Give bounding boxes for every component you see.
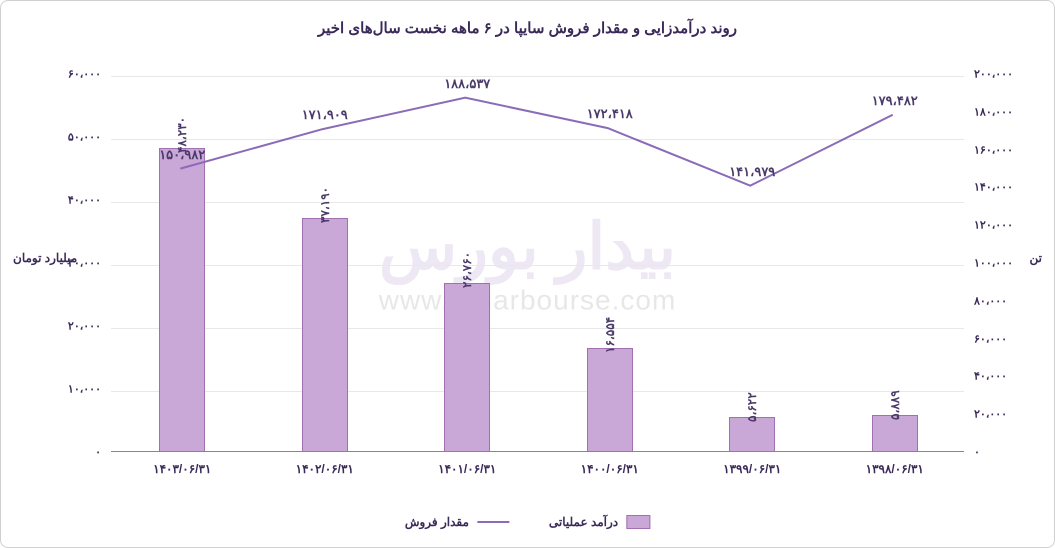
ytick-right: ۱۰۰،۰۰۰ (974, 257, 1013, 270)
ytick-right: ۲۰،۰۰۰ (974, 408, 1007, 421)
ytick-right: ۱۴۰،۰۰۰ (974, 181, 1013, 194)
right-axis-label: تن (1030, 251, 1042, 265)
line-value-label: ۱۷۹،۴۸۲ (872, 93, 918, 109)
plot: ۰۱۰،۰۰۰۲۰،۰۰۰۳۰،۰۰۰۴۰،۰۰۰۵۰،۰۰۰۶۰،۰۰۰۰۲۰… (111, 76, 964, 452)
legend-label-bar: درآمد عملیاتی (549, 515, 618, 529)
line-value-label: ۱۸۸،۵۳۷ (444, 76, 490, 92)
line-value-label: ۱۵۰،۹۸۲ (159, 147, 205, 163)
ytick-right: ۱۸۰،۰۰۰ (974, 105, 1013, 118)
xtick: ۱۴۰۲/۰۶/۳۱ (296, 462, 354, 476)
ytick-left: ۰ (95, 446, 101, 459)
xtick: ۱۴۰۰/۰۶/۳۱ (581, 462, 639, 476)
ytick-right: ۱۶۰،۰۰۰ (974, 143, 1013, 156)
ytick-left: ۵۰،۰۰۰ (68, 131, 101, 144)
ytick-left: ۶۰،۰۰۰ (68, 68, 101, 81)
ytick-left: ۲۰،۰۰۰ (68, 320, 101, 333)
line-value-label: ۱۷۱،۹۰۹ (302, 107, 348, 123)
xtick: ۱۴۰۳/۰۶/۳۱ (153, 462, 211, 476)
legend-item-line: مقدار فروش (405, 515, 509, 529)
legend-item-bar: درآمد عملیاتی (549, 515, 650, 529)
ytick-right: ۴۰،۰۰۰ (974, 370, 1007, 383)
ytick-right: ۲۰۰،۰۰۰ (974, 68, 1013, 81)
legend-label-line: مقدار فروش (405, 515, 469, 529)
left-axis-label: میلیارد تومان (13, 251, 77, 265)
ytick-right: ۰ (974, 446, 980, 459)
chart-title: روند درآمدزایی و مقدار فروش سایپا در ۶ م… (1, 1, 1054, 49)
ytick-right: ۱۲۰،۰۰۰ (974, 219, 1013, 232)
line-value-label: ۱۷۲،۴۱۸ (587, 106, 633, 122)
legend-swatch-line (477, 521, 509, 523)
xtick: ۱۳۹۹/۰۶/۳۱ (723, 462, 781, 476)
line-series (109, 76, 964, 454)
xtick: ۱۳۹۸/۰۶/۳۱ (866, 462, 924, 476)
ytick-right: ۶۰،۰۰۰ (974, 332, 1007, 345)
legend-swatch-bar (626, 515, 650, 529)
xtick: ۱۴۰۱/۰۶/۳۱ (438, 462, 496, 476)
ytick-left: ۱۰،۰۰۰ (68, 383, 101, 396)
legend: درآمد عملیاتی مقدار فروش (405, 515, 650, 529)
chart-area: ۰۱۰،۰۰۰۲۰،۰۰۰۳۰،۰۰۰۴۰،۰۰۰۵۰،۰۰۰۶۰،۰۰۰۰۲۰… (111, 76, 964, 452)
line-value-label: ۱۴۱،۹۷۹ (729, 164, 775, 180)
ytick-right: ۸۰،۰۰۰ (974, 294, 1007, 307)
ytick-left: ۴۰،۰۰۰ (68, 194, 101, 207)
